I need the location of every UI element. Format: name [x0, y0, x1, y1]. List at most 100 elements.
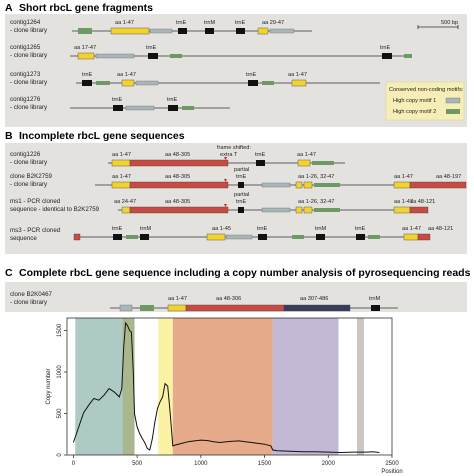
region-band-1 — [122, 318, 135, 455]
row-b4-label-7: aa 48-121 — [428, 226, 453, 232]
trn-m-block — [316, 234, 325, 240]
row-a1-name: contig1264 — [10, 19, 41, 26]
motif2-block — [140, 305, 154, 311]
clone-label-1: aa 48-306 — [216, 296, 241, 302]
motif2-block — [262, 81, 274, 85]
trn-e-block — [356, 234, 365, 240]
row-b3-label-4: aa 1-26, 32-47 — [298, 199, 334, 205]
trn-m-block — [205, 28, 214, 34]
row-b1-label-0: aa 1-47 — [112, 152, 131, 158]
row-a3-name: contig1273 — [10, 71, 41, 78]
clone-label-0: aa 1-47 — [168, 296, 187, 302]
row-b4-source: sequence — [10, 235, 37, 242]
row-a1-label-4: aa 29-47 — [262, 20, 284, 26]
row-a4-label-0: trnE — [112, 97, 123, 103]
row-b1-name: contig1226 — [10, 151, 41, 158]
row-b3-label-2: partial — [234, 192, 249, 198]
row-a2-name: contig1265 — [10, 44, 41, 51]
exon-aa-24-47 — [121, 206, 131, 214]
row-b1-label-2: trnE — [255, 152, 266, 158]
exon-aa-29-47 — [257, 27, 269, 35]
row-b4-label-3: trnE — [257, 226, 268, 232]
plot-frame — [66, 317, 393, 456]
row-a3-label-2: trnE — [246, 72, 257, 78]
motif1-block — [261, 207, 291, 213]
x-tick-label: 1500 — [258, 461, 272, 467]
row-b1-source: - clone library — [10, 159, 48, 166]
exon-aa-1-47 — [393, 206, 411, 214]
row-b3-label-1: aa 48-305 — [165, 199, 190, 205]
y-tick-label: 500 — [57, 408, 63, 419]
panel-b-title: Incomplete rbcL gene sequences — [19, 130, 185, 142]
motif2-block — [170, 54, 182, 58]
exon-aa-1-47 — [111, 181, 131, 189]
row-b4-name: ms3 - PCR cloned — [10, 227, 61, 234]
scale-bar-label: 500 bp — [441, 20, 458, 26]
partial-trn-e-block — [238, 182, 244, 188]
exon-aa-48-197 — [409, 181, 467, 189]
trn-e-block — [113, 105, 123, 111]
row-a3-source: - clone library — [10, 79, 48, 86]
exon-aa-1-47 — [167, 304, 187, 312]
row-a1-label-3: trnE — [235, 20, 246, 26]
row-a2-label-2: trnE — [380, 45, 391, 51]
motif2-block — [96, 81, 110, 85]
y-tick-label: 0 — [57, 453, 63, 457]
clone-label-3: trnM — [369, 296, 381, 302]
row-b2-label-2: partial — [234, 167, 249, 173]
row-b3-label-6: aa 48-121 — [410, 199, 435, 205]
x-tick-label: 2000 — [322, 461, 336, 467]
region-band-5 — [356, 318, 364, 455]
motif2-block — [314, 208, 340, 212]
trn-e-block — [113, 234, 122, 240]
y-axis: 0 500 1000 1500 — [57, 323, 67, 457]
trn-e-block — [236, 28, 245, 34]
motif2-block — [404, 54, 412, 58]
legend-item-motif2: High copy motif 2 — [393, 109, 436, 115]
row-a3-label-1: aa 1-47 — [117, 72, 136, 78]
frame-shift-marker — [224, 157, 227, 160]
trn-e-block — [178, 28, 187, 34]
row-b4-label-6: aa 1-47 — [402, 226, 421, 232]
region-band-0 — [75, 318, 123, 455]
row-b2-source: - clone library — [10, 181, 48, 188]
row-b4-label-1: trnM — [140, 226, 152, 232]
row-b2-label-3: trnE — [236, 174, 247, 180]
row-b3-source: sequence - identical to B2K2759 — [10, 206, 100, 213]
trn-e-block — [168, 105, 178, 111]
region-band-2 — [158, 318, 173, 455]
trn-e-block — [148, 53, 158, 59]
row-b4-label-5: trnE — [355, 226, 366, 232]
motif1-block — [125, 105, 155, 111]
row-a2-source: - clone library — [10, 52, 48, 59]
motif2-block — [312, 161, 334, 165]
motif1-block — [135, 80, 159, 86]
clone-b2k0467-name: clone B2K0467 — [10, 291, 53, 298]
y-tick-label: 1500 — [57, 323, 63, 337]
row-b2-label-0: aa 1-47 — [112, 174, 131, 180]
y-axis-label: Copy number — [46, 368, 52, 404]
row-b4-label-0: trnE — [112, 226, 123, 232]
trn-e-block — [382, 53, 392, 59]
row-b1-label-1: aa 48-305 — [165, 152, 190, 158]
row-b3-name: ms1 - PCR cloned — [10, 198, 61, 205]
row-b2-label-4: aa 1-26, 32-47 — [298, 174, 334, 180]
x-tick-label: 0 — [72, 461, 76, 467]
clone-b2k0467-source: - clone library — [10, 299, 48, 306]
x-tick-label: 500 — [132, 461, 143, 467]
row-b4-label-2: aa 1-45 — [212, 226, 231, 232]
motif1-block — [149, 28, 173, 34]
exon-aa-1-47 — [110, 27, 150, 35]
trn-e-block — [256, 160, 265, 166]
row-a4-source: - clone library — [10, 104, 48, 111]
row-a1-label-0: aa 1-47 — [115, 20, 134, 26]
row-a4-name: contig1276 — [10, 96, 41, 103]
exon-aa-1-45 — [206, 233, 226, 241]
row-a3-label-3: aa 1-47 — [288, 72, 307, 78]
x-axis-label: Position — [381, 469, 402, 475]
exon-aa-1-47 — [111, 159, 131, 167]
motif2-block — [182, 106, 194, 110]
motif2-block — [126, 235, 138, 239]
row-b4-label-4: trnM — [315, 226, 327, 232]
